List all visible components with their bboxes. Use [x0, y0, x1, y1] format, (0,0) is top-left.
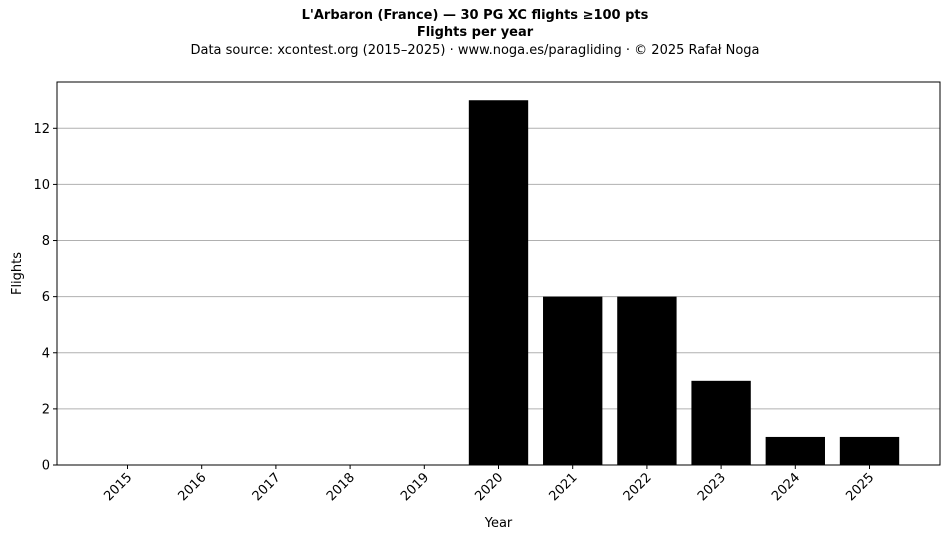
bar-2023	[691, 380, 751, 465]
y-tick-label: 6	[42, 290, 50, 305]
bar-2022	[617, 296, 677, 465]
x-tick-label: 2016	[176, 470, 210, 504]
chart-title: L'Arbaron (France) — 30 PG XC flights ≥1…	[301, 8, 649, 23]
y-tick-label: 12	[33, 122, 50, 137]
chart-subtitle: Flights per year	[416, 25, 534, 40]
x-tick-label: 2024	[769, 470, 803, 504]
x-tick-label: 2019	[398, 470, 432, 504]
y-tick-label: 10	[33, 178, 50, 193]
bar-2020	[468, 100, 529, 465]
y-axis: 0 2 4 6 8 10 12	[33, 122, 57, 474]
x-tick-label: 2025	[843, 470, 877, 504]
y-tick-label: 4	[42, 346, 50, 361]
y-tick-label: 8	[42, 234, 50, 249]
bar-2021	[543, 296, 603, 465]
chart-caption: Data source: xcontest.org (2015–2025) · …	[190, 43, 760, 58]
y-axis-label: Flights	[10, 252, 25, 295]
y-tick-label: 0	[42, 459, 50, 474]
bar-2024	[765, 436, 825, 465]
x-axis: 2015 2016 2017 2018 2019 2020 2021 2022 2023 2024…	[101, 465, 877, 504]
bars	[468, 100, 900, 465]
x-tick-label: 2020	[472, 470, 506, 504]
x-tick-label: 2022	[621, 470, 655, 504]
x-tick-label: 2021	[547, 470, 581, 504]
x-tick-label: 2023	[695, 470, 729, 504]
x-tick-label: 2017	[250, 470, 284, 504]
bar-2025	[839, 436, 900, 465]
x-tick-label: 2015	[101, 470, 135, 504]
y-tick-label: 2	[42, 402, 50, 417]
x-tick-label: 2018	[324, 470, 358, 504]
x-axis-label: Year	[484, 516, 513, 531]
